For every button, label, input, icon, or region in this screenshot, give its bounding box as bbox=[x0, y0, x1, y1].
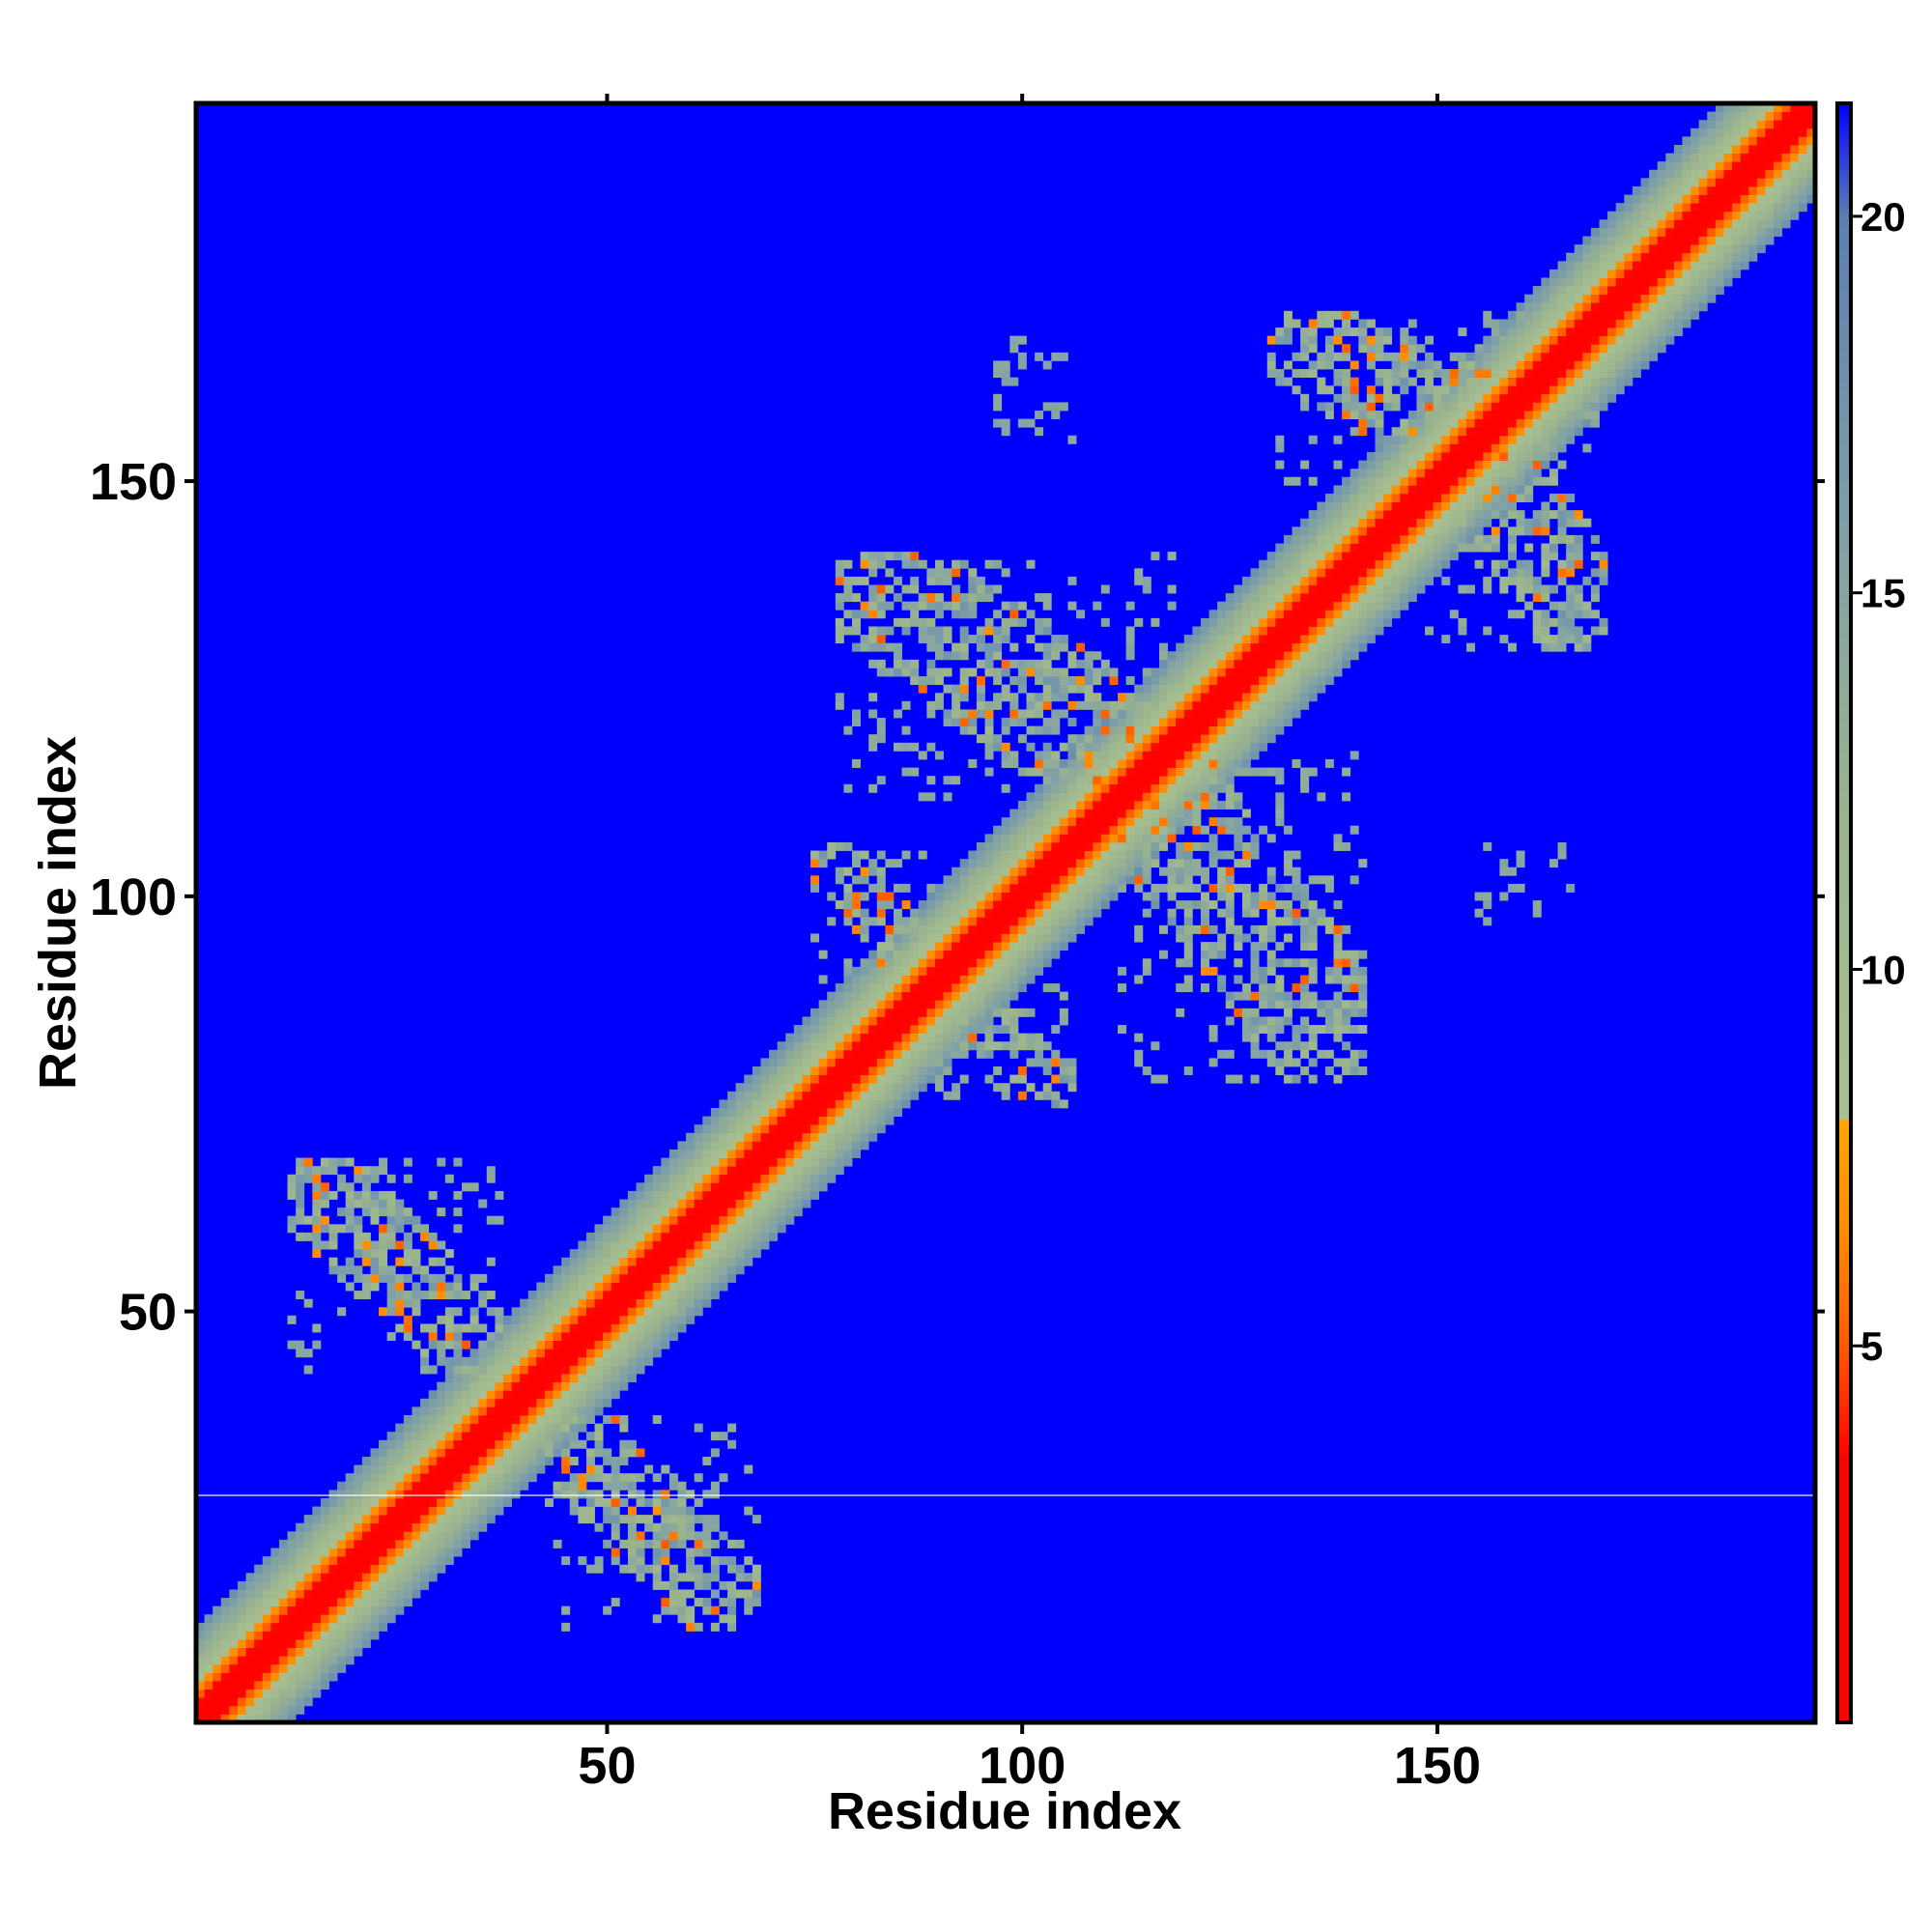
x-axis-title: Residue index bbox=[828, 1782, 1181, 1840]
colorbar-ticks: 5 10 15 20 bbox=[1851, 194, 1906, 1369]
colorbar-tick-label: 20 bbox=[1861, 194, 1906, 240]
y-axis-title: Residue index bbox=[29, 736, 87, 1090]
y-tick-label: 100 bbox=[90, 868, 177, 926]
colorbar-tick-label: 15 bbox=[1861, 571, 1906, 616]
colorbar bbox=[1837, 103, 1851, 1722]
colorbar-tick-label: 5 bbox=[1861, 1323, 1883, 1369]
y-tick-label: 150 bbox=[90, 453, 177, 511]
y-tick-label: 50 bbox=[119, 1284, 177, 1342]
x-tick-label: 150 bbox=[1394, 1737, 1481, 1795]
x-tick-label: 50 bbox=[578, 1737, 636, 1795]
colorbar-tick-label: 10 bbox=[1861, 947, 1906, 992]
